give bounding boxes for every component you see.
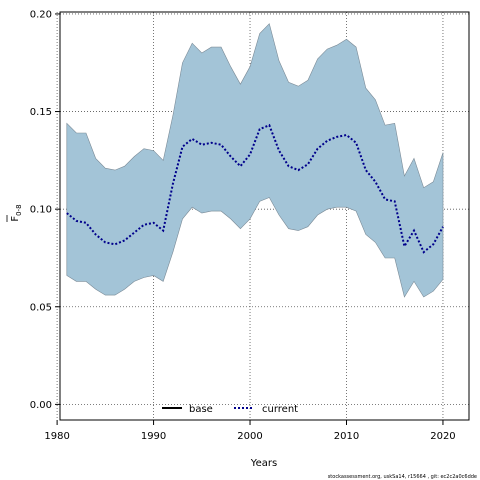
y-axis-title: F0-8 <box>6 204 23 222</box>
x-tick-label: 2000 <box>237 431 262 442</box>
svg-text:F0-8: F0-8 <box>10 204 23 221</box>
y-axis-title-main: F <box>10 216 21 222</box>
x-tick-label: 1990 <box>141 431 166 442</box>
y-axis-title-sub: 0-8 <box>15 204 23 215</box>
y-tick-label: 0.20 <box>30 9 52 20</box>
legend-label-current: current <box>262 404 298 415</box>
confidence-band <box>66 23 444 298</box>
y-tick-label: 0.15 <box>30 107 52 118</box>
x-tick-label: 2020 <box>430 431 455 442</box>
x-axis-title: Years <box>250 458 277 469</box>
confidence-band-area <box>66 23 444 298</box>
legend: base current <box>162 404 298 415</box>
series-line-current <box>66 123 444 254</box>
x-tick-label: 2010 <box>334 431 359 442</box>
series-lines <box>66 123 444 254</box>
legend-label-base: base <box>189 404 213 415</box>
y-tick-label: 0.00 <box>30 400 52 411</box>
y-tick-label: 0.05 <box>30 302 52 313</box>
x-axis: 1980 1990 2000 2010 2020 <box>44 420 456 442</box>
x-tick-label: 1980 <box>44 431 69 442</box>
y-axis: 0.00 0.05 0.10 0.15 0.20 <box>30 9 60 411</box>
footer-credit: stockassessment.org, uskSa14, r15664 , g… <box>328 474 477 480</box>
plot-frame <box>59 11 470 421</box>
y-tick-label: 0.10 <box>30 205 52 216</box>
